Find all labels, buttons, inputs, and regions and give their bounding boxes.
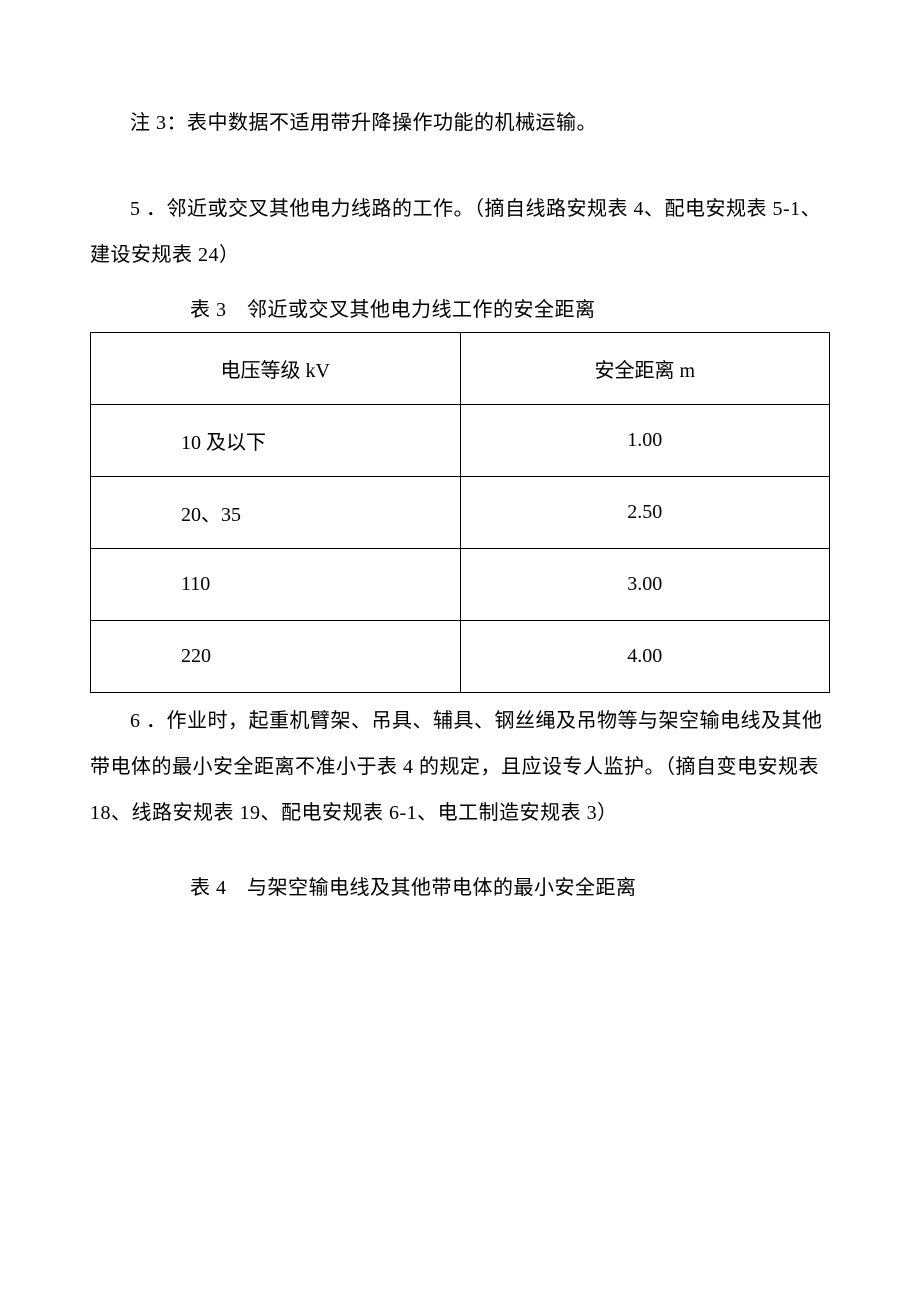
table-3-cell: 110	[91, 549, 461, 621]
table-3: 电压等级 kV 安全距离 m 10 及以下 1.00 20、35 2.50 11…	[90, 332, 830, 693]
table-3-header-1: 安全距离 m	[460, 333, 830, 405]
table-3-cell: 3.00	[460, 549, 830, 621]
table-row: 220 4.00	[91, 621, 830, 693]
table-4-caption: 表 4 与架空输电线及其他带电体的最小安全距离	[90, 866, 830, 910]
section-5-text: 5 ．邻近或交叉其他电力线路的工作。（摘自线路安规表 4、配电安规表 5-1、建…	[90, 186, 830, 278]
table-row: 110 3.00	[91, 549, 830, 621]
table-3-header-0: 电压等级 kV	[91, 333, 461, 405]
table-3-cell: 10 及以下	[91, 405, 461, 477]
table-3-cell: 4.00	[460, 621, 830, 693]
table-3-header-row: 电压等级 kV 安全距离 m	[91, 333, 830, 405]
table-row: 10 及以下 1.00	[91, 405, 830, 477]
section-6-text: 6 ．作业时，起重机臂架、吊具、辅具、钢丝绳及吊物等与架空输电线及其他带电体的最…	[90, 698, 830, 836]
table-3-cell: 2.50	[460, 477, 830, 549]
table-3-cell: 220	[91, 621, 461, 693]
note-3: 注 3：表中数据不适用带升降操作功能的机械运输。	[90, 100, 830, 146]
table-3-cell: 20、35	[91, 477, 461, 549]
table-3-caption: 表 3 邻近或交叉其他电力线工作的安全距离	[90, 288, 830, 332]
table-row: 20、35 2.50	[91, 477, 830, 549]
table-3-cell: 1.00	[460, 405, 830, 477]
